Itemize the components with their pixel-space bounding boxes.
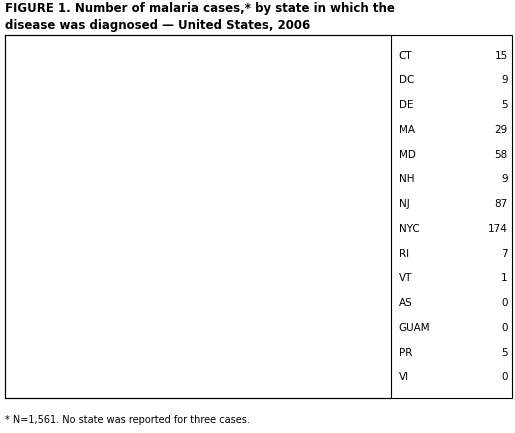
Text: NYC: NYC — [399, 224, 420, 234]
Text: NH: NH — [399, 174, 414, 184]
Text: MA: MA — [399, 125, 415, 135]
Text: 15: 15 — [494, 51, 508, 61]
Text: 7: 7 — [501, 249, 508, 259]
Text: DE: DE — [399, 100, 414, 110]
Text: 0: 0 — [501, 298, 508, 308]
Text: CT: CT — [399, 51, 413, 61]
Text: 9: 9 — [501, 75, 508, 85]
Text: AS: AS — [399, 298, 413, 308]
Text: GUAM: GUAM — [399, 323, 431, 333]
Text: disease was diagnosed — United States, 2006: disease was diagnosed — United States, 2… — [5, 19, 311, 32]
Text: * N=1,561. No state was reported for three cases.: * N=1,561. No state was reported for thr… — [5, 415, 250, 425]
Text: 1: 1 — [501, 273, 508, 283]
Text: 29: 29 — [494, 125, 508, 135]
Text: 5: 5 — [501, 348, 508, 358]
Text: 87: 87 — [494, 199, 508, 209]
Text: RI: RI — [399, 249, 409, 259]
Text: VT: VT — [399, 273, 412, 283]
Text: 0: 0 — [501, 372, 508, 382]
Text: MD: MD — [399, 150, 416, 160]
Text: 9: 9 — [501, 174, 508, 184]
Text: 174: 174 — [488, 224, 508, 234]
Text: NJ: NJ — [399, 199, 409, 209]
Text: DC: DC — [399, 75, 414, 85]
Text: PR: PR — [399, 348, 412, 358]
Text: FIGURE 1. Number of malaria cases,* by state in which the: FIGURE 1. Number of malaria cases,* by s… — [5, 2, 395, 15]
Text: 58: 58 — [494, 150, 508, 160]
Text: 5: 5 — [501, 100, 508, 110]
Text: VI: VI — [399, 372, 409, 382]
Text: 0: 0 — [501, 323, 508, 333]
